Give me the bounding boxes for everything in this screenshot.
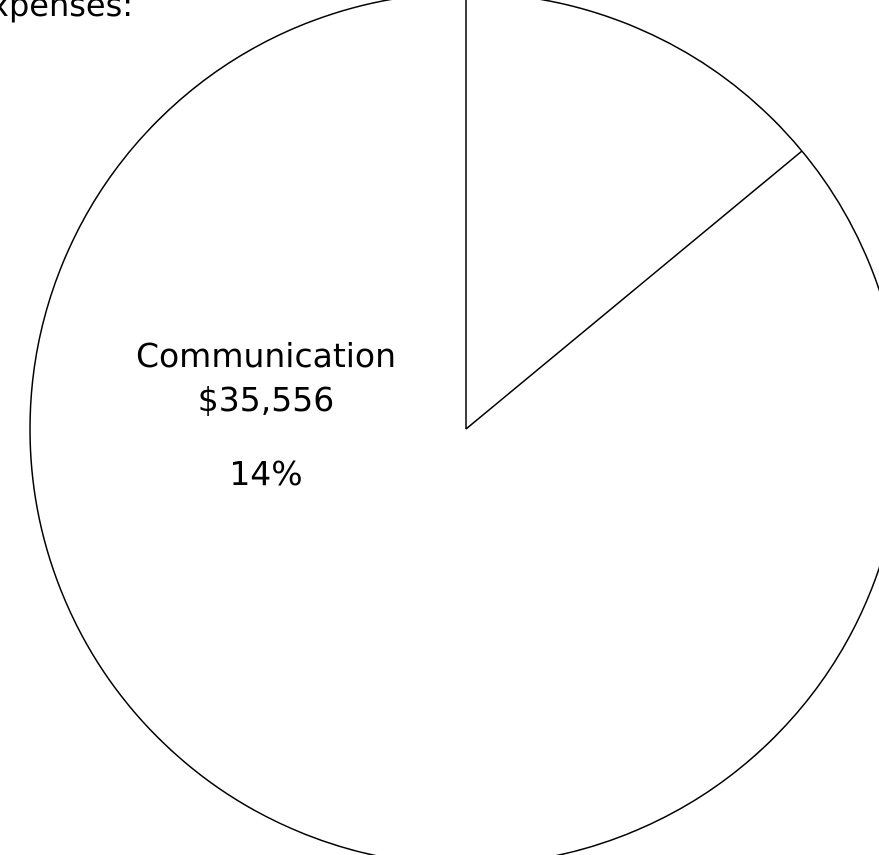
slice-label-name: Communication bbox=[135, 336, 397, 375]
chart-caption: xpenses: bbox=[0, 0, 134, 24]
slice-label-percent: 14% bbox=[229, 454, 303, 493]
slice-label-value: $35,556 bbox=[197, 380, 335, 419]
slice-divider-end bbox=[465, 150, 803, 430]
slice-label-communication: Communication $35,556 14% bbox=[66, 334, 466, 496]
pie-outline bbox=[29, 0, 879, 855]
